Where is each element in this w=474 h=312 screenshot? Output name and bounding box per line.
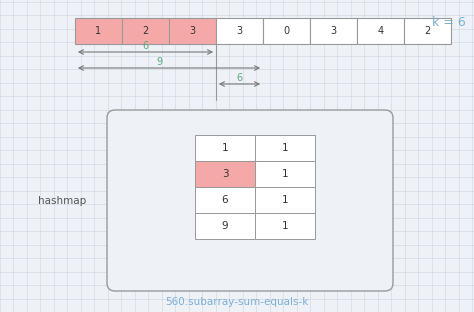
Text: k = 6: k = 6 — [432, 16, 466, 28]
Text: 560.subarray-sum-equals-k: 560.subarray-sum-equals-k — [165, 297, 309, 307]
Bar — [255, 213, 315, 239]
Text: 9: 9 — [222, 221, 228, 231]
Text: 1: 1 — [282, 221, 288, 231]
Text: 2: 2 — [424, 26, 430, 36]
FancyBboxPatch shape — [107, 110, 393, 291]
Bar — [255, 161, 315, 187]
Text: 1: 1 — [282, 143, 288, 153]
Bar — [195, 187, 255, 213]
Bar — [195, 213, 255, 239]
Text: 6: 6 — [237, 73, 243, 83]
Bar — [75, 18, 122, 44]
Bar — [255, 135, 315, 161]
Text: 6: 6 — [222, 195, 228, 205]
Text: 1: 1 — [222, 143, 228, 153]
Bar — [195, 161, 255, 187]
Bar — [195, 135, 255, 161]
Bar — [357, 18, 404, 44]
Text: 4: 4 — [377, 26, 383, 36]
Text: 3: 3 — [222, 169, 228, 179]
Text: 3: 3 — [237, 26, 243, 36]
Text: 3: 3 — [190, 26, 196, 36]
Bar — [169, 18, 216, 44]
Bar — [404, 18, 451, 44]
Text: hashmap: hashmap — [38, 196, 86, 206]
Text: 0: 0 — [283, 26, 290, 36]
Bar — [216, 18, 263, 44]
Text: 6: 6 — [143, 41, 148, 51]
Text: 3: 3 — [330, 26, 337, 36]
Text: 1: 1 — [282, 169, 288, 179]
Bar — [122, 18, 169, 44]
Text: 1: 1 — [95, 26, 101, 36]
Bar — [263, 18, 310, 44]
Text: 1: 1 — [282, 195, 288, 205]
Text: 9: 9 — [156, 57, 163, 67]
Text: 2: 2 — [142, 26, 149, 36]
Bar — [310, 18, 357, 44]
Bar — [255, 187, 315, 213]
